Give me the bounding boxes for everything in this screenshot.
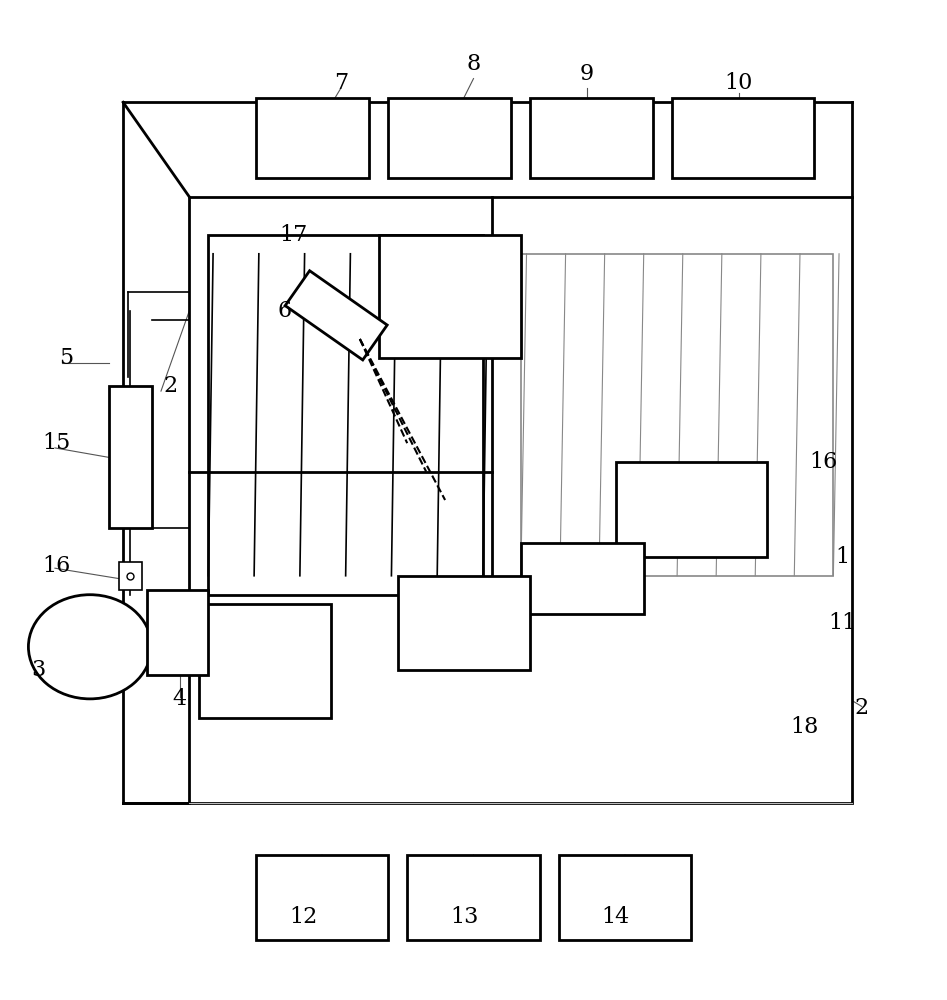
Text: 6: 6	[277, 300, 291, 322]
Text: 10: 10	[724, 72, 753, 94]
Text: 17: 17	[279, 224, 308, 246]
Bar	[379, 235, 521, 358]
Bar	[530, 98, 653, 178]
Text: 2: 2	[164, 375, 177, 397]
Bar	[147, 590, 208, 675]
Bar	[559, 855, 691, 940]
Bar	[521, 543, 644, 614]
Text: 11: 11	[829, 612, 857, 634]
Text: 13: 13	[450, 906, 478, 928]
Text: 1: 1	[836, 546, 849, 568]
Bar	[256, 98, 369, 178]
Polygon shape	[285, 271, 387, 360]
Ellipse shape	[28, 595, 152, 699]
Bar	[119, 562, 142, 590]
Text: 5: 5	[60, 347, 73, 369]
Bar	[407, 855, 540, 940]
Bar	[388, 98, 511, 178]
Text: 4: 4	[173, 688, 187, 710]
Bar	[208, 235, 483, 595]
Bar	[256, 855, 388, 940]
Bar	[672, 98, 814, 178]
Text: 8: 8	[466, 53, 481, 75]
Bar	[616, 462, 767, 557]
Text: 16: 16	[810, 451, 838, 473]
Bar	[521, 254, 833, 576]
Text: 18: 18	[791, 716, 819, 738]
Bar	[189, 197, 852, 803]
Text: 2: 2	[855, 697, 868, 719]
Text: 14: 14	[601, 906, 630, 928]
Bar	[398, 576, 530, 670]
Text: 16: 16	[43, 555, 71, 577]
Bar	[109, 386, 152, 528]
Text: 9: 9	[581, 63, 594, 85]
Text: 15: 15	[43, 432, 71, 454]
Text: 7: 7	[334, 72, 348, 94]
Bar	[199, 604, 331, 718]
Text: 12: 12	[289, 906, 317, 928]
Text: 3: 3	[30, 659, 45, 681]
